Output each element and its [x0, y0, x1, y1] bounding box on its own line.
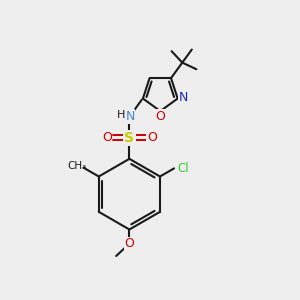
Text: O: O [124, 237, 134, 250]
Text: N: N [125, 110, 135, 123]
Text: Cl: Cl [177, 162, 189, 175]
Text: O: O [147, 131, 157, 144]
Text: CH₃: CH₃ [68, 161, 87, 171]
Text: H: H [117, 110, 125, 120]
Text: O: O [155, 110, 165, 123]
Text: N: N [178, 92, 188, 104]
Text: O: O [102, 131, 112, 144]
Text: S: S [124, 130, 134, 145]
